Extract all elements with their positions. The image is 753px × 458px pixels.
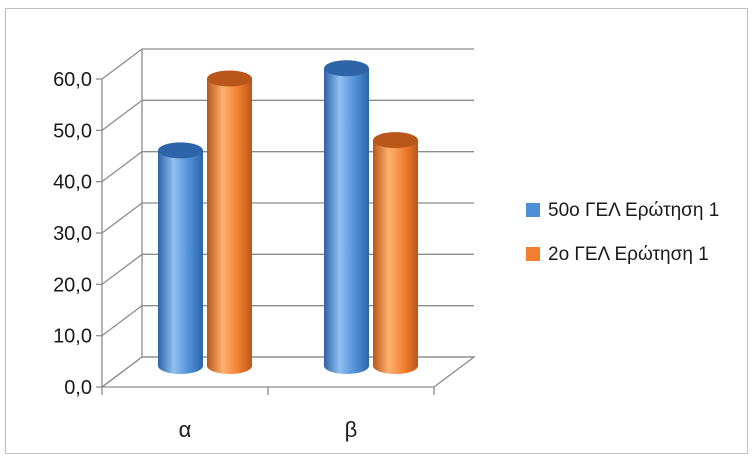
bar-chart: 0,0 10,0 20,0 30,0 40,0 50,0 60,0 α β 50ο ΓΕΛ Ερώ… (53, 48, 719, 442)
y-tick-label: 40,0 (53, 172, 92, 194)
y-tick-label: 30,0 (53, 223, 92, 245)
legend-label: 2ο ΓΕΛ Ερώτηση 1 (548, 244, 709, 265)
legend-swatch (526, 247, 540, 261)
bar-body (324, 68, 369, 374)
bar-top (207, 70, 252, 87)
gridline-depth (101, 253, 143, 285)
legend-label: 50ο ΓΕΛ Ερώτηση 1 (548, 200, 719, 221)
y-tick-label: 60,0 (53, 69, 92, 91)
bar-body (207, 78, 252, 375)
bar (373, 132, 418, 374)
bar-body (158, 150, 203, 374)
legend-swatch (526, 203, 540, 217)
floor (100, 356, 476, 388)
bar-top (324, 60, 369, 77)
x-tick-label: β (345, 417, 358, 442)
gridline-depth (101, 305, 143, 337)
bar-body (373, 140, 418, 374)
bar (324, 60, 369, 374)
y-tick-label: 20,0 (53, 274, 92, 296)
y-tick-label: 10,0 (53, 326, 92, 348)
x-tick-label: α (179, 417, 192, 442)
bar-top (373, 132, 418, 149)
y-tick-label: 50,0 (53, 120, 92, 142)
gridline-depth (101, 202, 143, 234)
gridline-depth (101, 99, 143, 131)
bar (207, 70, 252, 375)
gridline-depth (101, 48, 143, 80)
y-tick-label: 0,0 (64, 377, 92, 399)
bar-top (158, 142, 203, 159)
bar (158, 142, 203, 374)
chart-frame: 0,0 10,0 20,0 30,0 40,0 50,0 60,0 α β 50ο ΓΕΛ Ερώ… (5, 8, 748, 454)
gridline-depth (101, 151, 143, 183)
